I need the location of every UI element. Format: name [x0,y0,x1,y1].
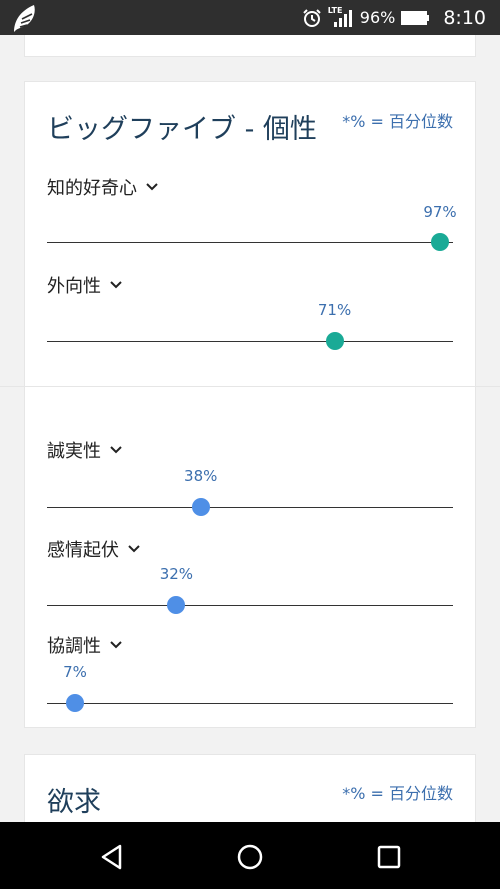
trait-emotional-range-track [47,605,453,606]
trait-name: 協調性 [47,636,101,657]
trait-agreeableness-track [47,703,453,704]
trait-emotional-range-value: 32% [159,565,194,583]
battery-icon [401,10,430,25]
previous-card [24,35,476,57]
status-bar: LTE 96% 8:10 [0,0,500,35]
network-type: LTE [327,5,343,15]
trait-agreeableness-label[interactable]: 協調性 [47,632,123,658]
battery-percent: 96% [359,8,396,27]
trait-openness-value: 97% [423,203,457,221]
trait-emotional-range-label[interactable]: 感情起伏 [47,536,141,562]
signal-icon: LTE [327,5,354,29]
trait-extraversion-thumb[interactable] [325,332,344,350]
recents-icon[interactable] [374,842,404,872]
chevron-down-icon [110,641,122,649]
trait-agreeableness-value: 7% [63,663,87,681]
trait-openness-track [47,242,453,243]
feather-logo-icon [14,5,35,32]
trait-extraversion-value: 71% [317,301,352,319]
trait-openness-label[interactable]: 知的好奇心 [47,174,159,200]
trait-name: 誠実性 [47,441,101,462]
trait-openness-thumb[interactable] [431,233,449,251]
home-icon[interactable] [235,842,265,872]
trait-conscientiousness-track [47,507,453,508]
clock: 8:10 [443,6,486,29]
needs-percentile-note: *% = 百分位数 [342,784,453,803]
trait-name: 外向性 [47,276,101,297]
status-icons: LTE 96% 8:10 [302,0,486,35]
trait-conscientiousness-label[interactable]: 誠実性 [47,437,123,463]
trait-name: 知的好奇心 [47,178,137,199]
chevron-down-icon [128,545,140,553]
section-divider [0,386,500,387]
trait-conscientiousness-thumb[interactable] [191,498,210,516]
trait-conscientiousness-value: 38% [184,467,218,485]
trait-emotional-range-thumb[interactable] [167,596,186,614]
trait-extraversion-track [47,341,453,342]
trait-extraversion-label[interactable]: 外向性 [47,272,123,298]
navigation-bar [0,822,500,889]
chevron-down-icon [146,183,158,191]
percentile-note: *% = 百分位数 [342,112,453,131]
needs-title: 欲求 [47,787,101,818]
big-five-card [24,81,476,728]
chevron-down-icon [110,281,122,289]
chevron-down-icon [110,446,122,454]
trait-name: 感情起伏 [47,540,119,561]
trait-agreeableness-thumb[interactable] [66,694,84,712]
big-five-title: ビッグファイブ - 個性 [47,114,317,145]
alarm-icon [303,8,321,27]
back-icon[interactable] [97,842,127,872]
